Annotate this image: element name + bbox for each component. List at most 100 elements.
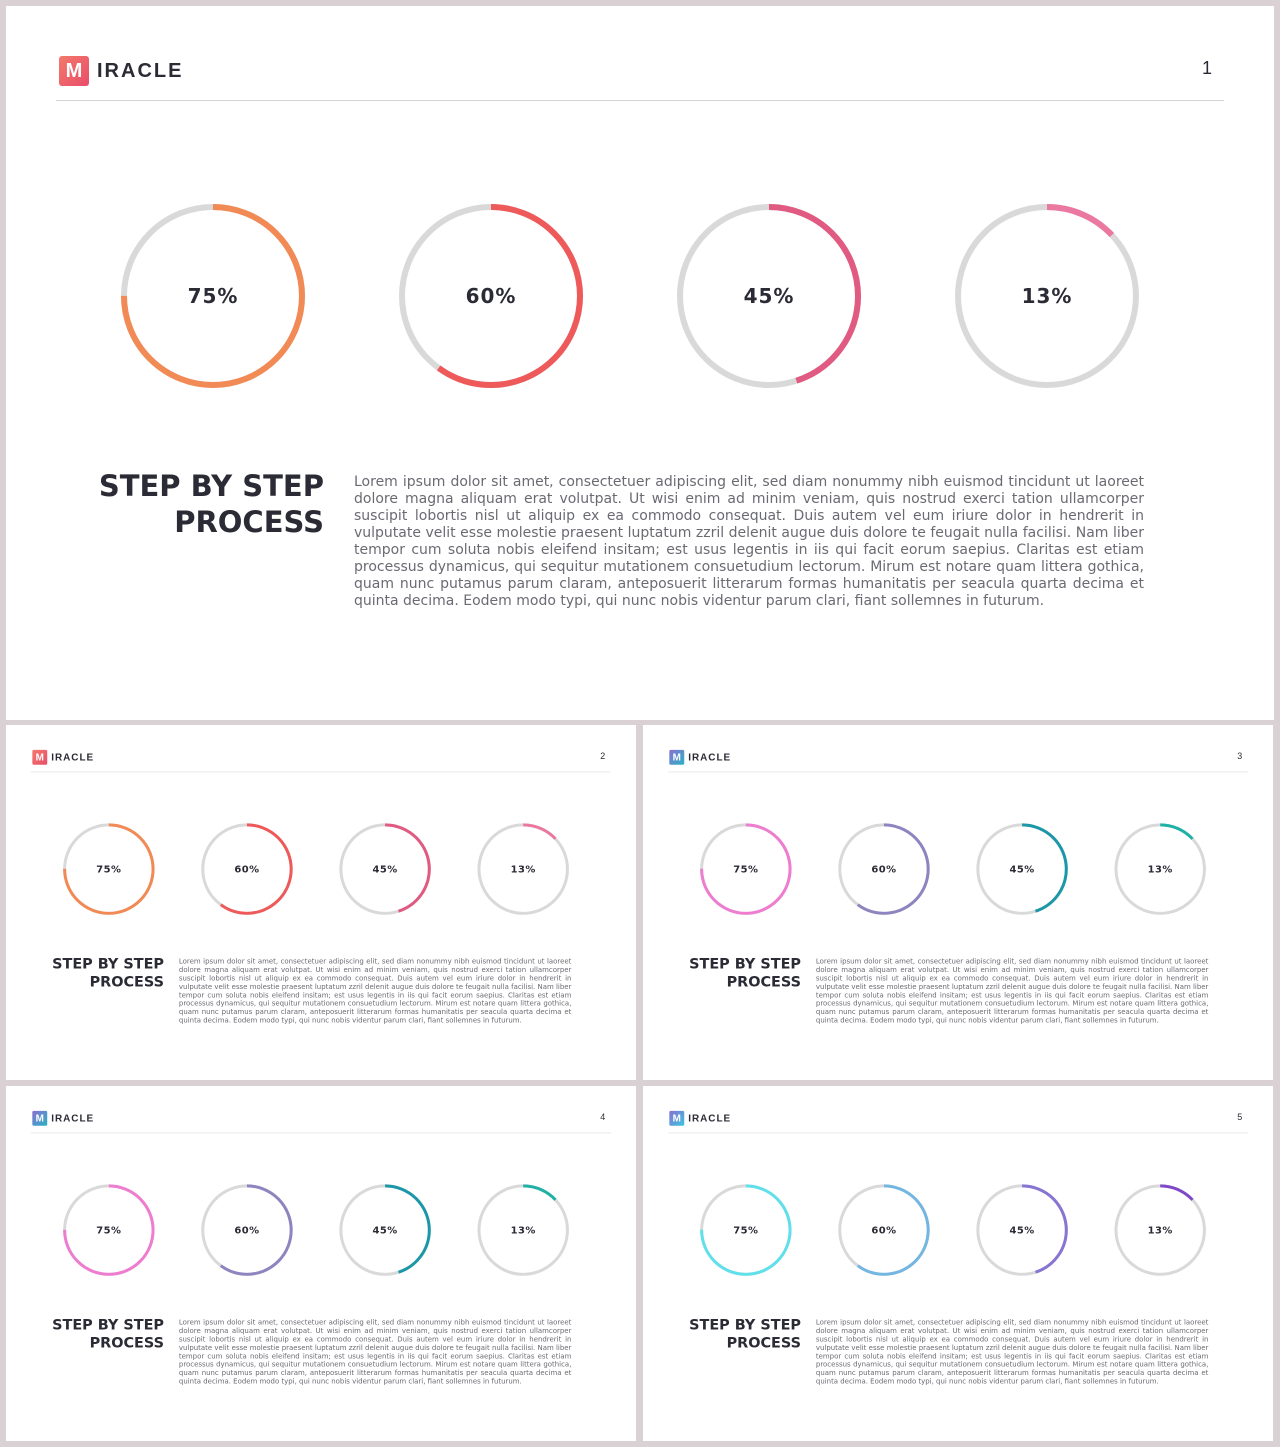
ring-percent-label: 60% — [234, 863, 260, 876]
logo-wordmark: IRACLE — [51, 751, 95, 763]
progress-circles: 75% 60% 45% 13% — [643, 819, 1273, 918]
progress-ring: 13% — [474, 1180, 573, 1279]
body-paragraph: Lorem ipsum dolor sit amet, consectetuer… — [815, 957, 1209, 1025]
logo-wordmark: IRACLE — [97, 59, 184, 82]
ring-progress-arc — [838, 1184, 930, 1276]
ring-percent-label: 13% — [510, 1224, 536, 1237]
logo-mark: M — [32, 1110, 48, 1126]
ring-progress-arc — [700, 1184, 792, 1276]
ring-percent-label: 13% — [1147, 1224, 1173, 1237]
progress-ring: 75% — [59, 819, 158, 918]
brand-logo: M IRACLE — [59, 56, 183, 86]
progress-ring: 13% — [474, 819, 573, 918]
ring-progress-arc — [339, 1184, 431, 1276]
ring-percent-label: 45% — [743, 284, 795, 308]
heading-line-2: PROCESS — [174, 505, 324, 539]
ring-progress-arc — [677, 204, 861, 388]
ring-svg — [399, 204, 583, 388]
progress-ring: 75% — [696, 1180, 795, 1279]
heading-line-1: STEP BY STEP — [98, 469, 324, 503]
progress-ring: 75% — [696, 819, 795, 918]
ring-percent-label: 60% — [871, 863, 897, 876]
ring-progress-arc — [838, 823, 930, 915]
logo-wordmark: IRACLE — [688, 751, 732, 763]
ring-progress-arc — [201, 1184, 293, 1276]
page-number: 5 — [1237, 1111, 1243, 1122]
logo-wordmark: IRACLE — [51, 1112, 95, 1124]
ring-progress-arc — [955, 204, 1139, 388]
progress-ring: 60% — [391, 196, 591, 396]
ring-percent-label: 45% — [1009, 863, 1035, 876]
heading-line-2: PROCESS — [89, 972, 164, 990]
heading-line-2: PROCESS — [89, 1333, 164, 1351]
ring-percent-label: 75% — [733, 1224, 759, 1237]
ring-svg — [1114, 823, 1206, 915]
ring-svg — [339, 823, 431, 915]
ring-progress-arc — [63, 1184, 155, 1276]
ring-percent-label: 60% — [465, 284, 517, 308]
logo-wordmark: IRACLE — [688, 1112, 732, 1124]
ring-percent-label: 45% — [372, 1224, 398, 1237]
progress-circles: 75% 60% 45% 13% — [6, 1180, 636, 1279]
progress-ring: 45% — [335, 1180, 434, 1279]
brand-logo: M IRACLE — [32, 749, 95, 765]
header-divider — [56, 100, 1224, 101]
logo-mark: M — [59, 56, 89, 86]
ring-svg — [477, 1184, 569, 1276]
ring-progress-arc — [1114, 1184, 1206, 1276]
brand-logo: M IRACLE — [32, 1110, 95, 1126]
progress-ring: 75% — [113, 196, 313, 396]
ring-svg — [976, 823, 1068, 915]
ring-progress-arc — [1114, 823, 1206, 915]
heading-line-1: STEP BY STEP — [689, 955, 801, 972]
slide: M IRACLE 1 75% 60% 45% 13% STEP BY STEP PRO… — [6, 6, 1274, 720]
ring-percent-label: 75% — [96, 863, 122, 876]
brand-logo: M IRACLE — [669, 1110, 732, 1126]
ring-svg — [63, 1184, 155, 1276]
ring-svg — [700, 1184, 792, 1276]
ring-svg — [339, 1184, 431, 1276]
ring-svg — [63, 823, 155, 915]
ring-progress-arc — [201, 823, 293, 915]
progress-ring: 45% — [669, 196, 869, 396]
ring-progress-arc — [121, 204, 305, 388]
ring-percent-label: 13% — [1021, 284, 1073, 308]
ring-percent-label: 45% — [1009, 1224, 1035, 1237]
progress-ring: 13% — [1111, 819, 1210, 918]
ring-progress-arc — [63, 823, 155, 915]
heading-line-2: PROCESS — [726, 972, 801, 990]
section-heading: STEP BY STEP PROCESS — [673, 955, 801, 991]
ring-percent-label: 60% — [871, 1224, 897, 1237]
progress-ring: 60% — [834, 819, 933, 918]
ring-svg — [838, 823, 930, 915]
ring-svg — [677, 204, 861, 388]
ring-svg — [477, 823, 569, 915]
body-paragraph: Lorem ipsum dolor sit amet, consectetuer… — [354, 474, 1144, 609]
progress-circles: 75% 60% 45% 13% — [643, 1180, 1273, 1279]
progress-ring: 45% — [335, 819, 434, 918]
progress-ring: 60% — [197, 819, 296, 918]
page-number: 3 — [1237, 750, 1243, 761]
ring-svg — [201, 823, 293, 915]
page-number: 4 — [600, 1111, 606, 1122]
ring-progress-arc — [477, 1184, 569, 1276]
ring-percent-label: 13% — [510, 863, 536, 876]
ring-percent-label: 45% — [372, 863, 398, 876]
body-paragraph: Lorem ipsum dolor sit amet, consectetuer… — [178, 1318, 572, 1386]
logo-mark: M — [32, 749, 48, 765]
ring-progress-arc — [976, 823, 1068, 915]
section-heading: STEP BY STEP PROCESS — [66, 468, 324, 540]
ring-percent-label: 75% — [96, 1224, 122, 1237]
progress-ring: 13% — [1111, 1180, 1210, 1279]
body-paragraph: Lorem ipsum dolor sit amet, consectetuer… — [815, 1318, 1209, 1386]
slide: M IRACLE 3 75% 60% 45% 13% STEP BY STEP PRO… — [643, 725, 1273, 1080]
slide: M IRACLE 5 75% 60% 45% 13% STEP BY STEP PRO… — [643, 1086, 1273, 1441]
ring-svg — [838, 1184, 930, 1276]
ring-svg — [201, 1184, 293, 1276]
section-heading: STEP BY STEP PROCESS — [673, 1316, 801, 1352]
ring-svg — [976, 1184, 1068, 1276]
progress-ring: 75% — [59, 1180, 158, 1279]
progress-ring: 60% — [197, 1180, 296, 1279]
section-heading: STEP BY STEP PROCESS — [36, 1316, 164, 1352]
progress-ring: 45% — [972, 1180, 1071, 1279]
